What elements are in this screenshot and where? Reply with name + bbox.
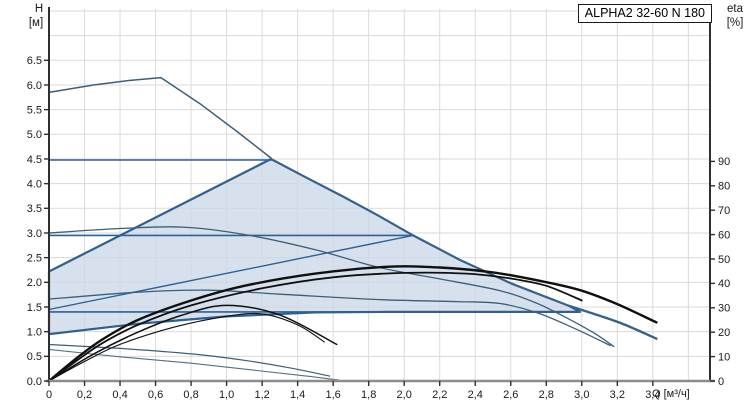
left-axis-title: H xyxy=(34,3,44,15)
left-axis-tick-label: 5.0 xyxy=(27,129,42,141)
left-axis-tick-label: 3.5 xyxy=(27,203,42,215)
eta-max-curve xyxy=(47,265,658,383)
max-speed-curve-top xyxy=(48,76,272,159)
x-axis-tick-label: 0,4 xyxy=(112,389,127,401)
right-axis-title: eta xyxy=(727,3,743,15)
left-axis-tick-label: 4.5 xyxy=(27,154,42,166)
x-axis-tick-label: 3,0 xyxy=(574,389,589,401)
x-axis-tick-label: 1,6 xyxy=(326,389,341,401)
speed-i-curve xyxy=(48,343,331,377)
x-axis-tick-label: 3,4 xyxy=(645,389,660,401)
x-axis-tick-label: 1,0 xyxy=(219,389,234,401)
x-axis-tick-label: 2,4 xyxy=(468,389,483,401)
right-axis-tick-label: 70 xyxy=(718,205,730,217)
control-range-region xyxy=(47,157,582,336)
pp2-line xyxy=(48,234,414,311)
left-axis-tick-label: 2.0 xyxy=(27,277,42,289)
left-axis-tick-label: 1.0 xyxy=(27,326,42,338)
left-axis-tick-label: 3.0 xyxy=(27,228,42,240)
x-axis-tick-label: 2,6 xyxy=(503,389,518,401)
left-axis-tick-label: 0.5 xyxy=(27,351,42,363)
x-axis-tick-label: 1,8 xyxy=(361,389,376,401)
eta-speed-ii-curve xyxy=(48,304,338,382)
right-axis-tick-label: 0 xyxy=(718,376,724,388)
left-axis-tick-label: 0.0 xyxy=(27,376,42,388)
left-axis-tick-label: 6.5 xyxy=(27,55,42,67)
left-axis-tick-label: 5.5 xyxy=(27,104,42,116)
x-axis-tick-label: 0,6 xyxy=(148,389,163,401)
right-axis-tick-label: 30 xyxy=(718,303,730,315)
x-axis-tick-label: 2,2 xyxy=(432,389,447,401)
max-speed-curve-ext xyxy=(568,304,658,340)
x-axis-title: Q [м³/ч] xyxy=(652,388,690,400)
x-axis-tick-label: 1,2 xyxy=(254,389,269,401)
right-axis-tick-label: 20 xyxy=(718,327,730,339)
right-axis-tick-label: 40 xyxy=(718,278,730,290)
pp3-line xyxy=(48,158,272,273)
right-axis-tick-label: 90 xyxy=(718,156,730,168)
right-axis-tick-label: 50 xyxy=(718,254,730,266)
left-axis-tick-label: 4.0 xyxy=(27,178,42,190)
left-axis-tick-label: 6.0 xyxy=(27,80,42,92)
x-axis-tick-label: 1,4 xyxy=(290,389,305,401)
x-axis-tick-label: 2,8 xyxy=(539,389,554,401)
left-axis-unit: [м] xyxy=(28,17,44,29)
eta-speed-ii-b-curve xyxy=(48,312,325,382)
min-speed-curve xyxy=(48,348,340,381)
right-axis-tick-label: 80 xyxy=(718,181,730,193)
x-axis-tick-label: 2,0 xyxy=(397,389,412,401)
x-axis-tick-label: 0 xyxy=(46,389,52,401)
left-axis-tick-label: 1.5 xyxy=(27,302,42,314)
x-axis-tick-label: 0,2 xyxy=(77,389,92,401)
x-axis-tick-label: 0,8 xyxy=(183,389,198,401)
speed-iii-curve xyxy=(48,226,615,348)
pump-model-title: ALPHA2 32-60 N 180 xyxy=(577,4,712,23)
right-axis-tick-label: 10 xyxy=(718,351,730,363)
right-axis-unit: [%] xyxy=(726,17,744,29)
right-axis-tick-label: 60 xyxy=(718,229,730,241)
x-axis-tick-label: 3,2 xyxy=(610,389,625,401)
speed-ii-curve xyxy=(48,289,611,347)
eta-speed-iii-curve xyxy=(48,271,583,382)
left-axis-tick-label: 2.5 xyxy=(27,252,42,264)
